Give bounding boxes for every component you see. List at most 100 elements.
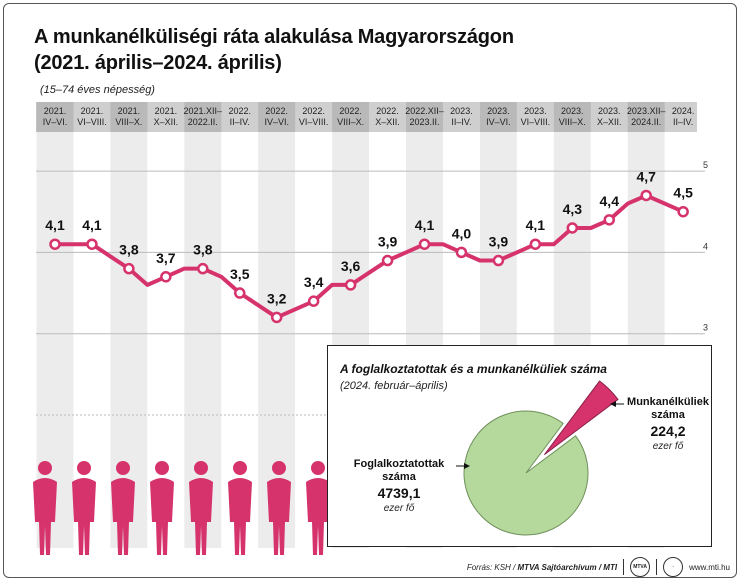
x-tick-label: 2023. X–XII. <box>597 106 622 127</box>
data-label: 4,1 <box>82 217 102 233</box>
x-tick-label: 2022. VIII–X. <box>337 106 364 127</box>
person-silhouette <box>33 461 57 555</box>
data-point <box>234 287 246 299</box>
data-label: 4,3 <box>563 201 583 217</box>
data-label: 3,5 <box>230 266 250 282</box>
mtva-logo: MTVA <box>630 557 651 577</box>
data-point <box>49 238 61 250</box>
data-point <box>455 246 468 259</box>
x-tick-label: 2021. IV–VI. <box>43 106 68 127</box>
data-label: 4,4 <box>600 193 620 209</box>
data-point <box>344 279 357 291</box>
header-band-cell <box>184 102 222 132</box>
x-tick-label: 2023. IV–VI. <box>486 106 511 127</box>
employed-value: 4739,1 <box>377 485 421 501</box>
x-tick-label: 2023. VIII–X. <box>559 106 586 127</box>
people-silhouettes <box>33 461 330 555</box>
page-title: A munkanélküliségi ráta alakulása Magyar… <box>34 24 514 76</box>
header-band-cell <box>553 102 591 132</box>
website-url: www.mti.hu <box>689 562 730 572</box>
x-tick-label: 2022. VI–VIII. <box>299 106 329 127</box>
x-tick-label: 2023.XII– 2024.II. <box>627 106 666 127</box>
x-tick-label: 2021. X–XII. <box>154 106 179 127</box>
data-point <box>529 238 542 250</box>
person-silhouette <box>111 461 135 555</box>
data-label: 3,6 <box>341 258 361 274</box>
header-band-cell <box>36 102 74 132</box>
x-tick-label: 2022. II–IV. <box>228 106 251 127</box>
data-label: 3,2 <box>267 290 287 306</box>
unemployed-unit: ezer fő <box>652 441 684 452</box>
column-band <box>110 102 148 548</box>
data-point <box>603 214 615 226</box>
header-band-cell <box>406 102 443 132</box>
data-label: 4,0 <box>452 225 472 241</box>
pie-chart-panel: A foglalkoztatottak és a munkanélküliek … <box>327 345 712 547</box>
data-label: 4,1 <box>415 217 435 233</box>
data-label: 3,9 <box>378 234 398 250</box>
data-label: 3,8 <box>193 242 213 258</box>
column-band <box>73 102 111 548</box>
data-label: 3,4 <box>304 274 324 290</box>
y-tick-label: 5 <box>703 160 708 170</box>
y-tick-label: 3 <box>703 323 708 333</box>
pie-slice-employed <box>463 410 589 536</box>
x-tick-label: 2023. II–IV. <box>450 106 473 127</box>
title-line-2: (2021. április–2024. április) <box>34 52 282 74</box>
pie-arrows <box>456 401 624 469</box>
x-tick-label: 2022.XII– 2023.II. <box>405 106 444 127</box>
data-label: 4,7 <box>636 168 656 184</box>
data-point <box>566 222 579 234</box>
x-tick-label: 2021. VI–VIII. <box>77 106 107 127</box>
employed-unit: ezer fő <box>383 503 415 514</box>
x-tick-label: 2022. IV–VI. <box>264 106 289 127</box>
data-label: 3,8 <box>119 242 139 258</box>
title-line-1: A munkanélküliségi ráta alakulása Magyar… <box>34 26 514 48</box>
column-band <box>295 102 333 548</box>
data-labels: 4,1 4,1 3,8 3,7 3,8 3,5 3,2 3,4 3,6 3,9 4,1 4,0 3,9 4… <box>45 168 693 306</box>
pie-slice-unemployed <box>543 380 619 456</box>
footer: Forrás: KSH / MTVA Sajtóarchívum / MTI M… <box>467 557 730 577</box>
data-label: 4,1 <box>526 217 546 233</box>
data-label: 4,1 <box>45 217 65 233</box>
data-label: 4,5 <box>673 185 693 201</box>
x-tick-label: 2024. II–IV. <box>672 106 695 127</box>
data-point <box>197 262 209 275</box>
footer-separator <box>623 559 625 575</box>
y-tick-label: 4 <box>703 241 708 251</box>
pie-chart <box>456 380 624 536</box>
chart-subtitle: (15–74 éves népesség) <box>40 84 155 96</box>
x-tick-label: 2022. X–XII. <box>375 106 400 127</box>
source-text: Forrás: KSH / MTVA Sajtóarchívum / MTI <box>466 562 618 572</box>
data-point <box>381 254 394 267</box>
data-point <box>86 238 98 250</box>
x-tick-label: 2021. VIII–X. <box>115 106 142 127</box>
footer-separator <box>656 559 658 575</box>
header-band-cell <box>627 102 665 132</box>
person-silhouette <box>228 461 252 555</box>
data-points <box>49 189 689 324</box>
data-point <box>418 238 431 250</box>
person-silhouette <box>150 461 174 555</box>
data-point <box>123 262 135 275</box>
y-tick-labels: 3 4 5 <box>703 160 708 333</box>
data-label: 3,7 <box>156 250 176 266</box>
header-band-cell <box>258 102 296 132</box>
data-point <box>492 254 505 267</box>
pie-subtitle: (2024. február–április) <box>340 380 448 392</box>
data-point <box>307 295 320 307</box>
employed-label: Foglalkoztatottak száma 4739,1 ezer fő <box>340 458 458 515</box>
pie-title: A foglalkoztatottak és a munkanélküliek … <box>340 362 607 376</box>
x-tick-labels: 2021. IV–VI. 2021. VI–VIII. 2021. VIII–X. 2021… <box>43 106 695 127</box>
person-silhouette <box>306 461 330 555</box>
unemployed-value: 224,2 <box>650 423 686 439</box>
unemployed-label: Munkanélküliek száma 224,2 ezer fő <box>627 396 709 452</box>
person-silhouette <box>267 461 291 555</box>
header-band-cell <box>332 102 370 132</box>
mti-logo-icon: ◦ <box>663 557 684 577</box>
person-silhouette <box>72 461 96 555</box>
series-line <box>55 193 685 320</box>
data-point <box>270 311 283 324</box>
header-band-cell <box>110 102 148 132</box>
data-point <box>677 205 689 218</box>
